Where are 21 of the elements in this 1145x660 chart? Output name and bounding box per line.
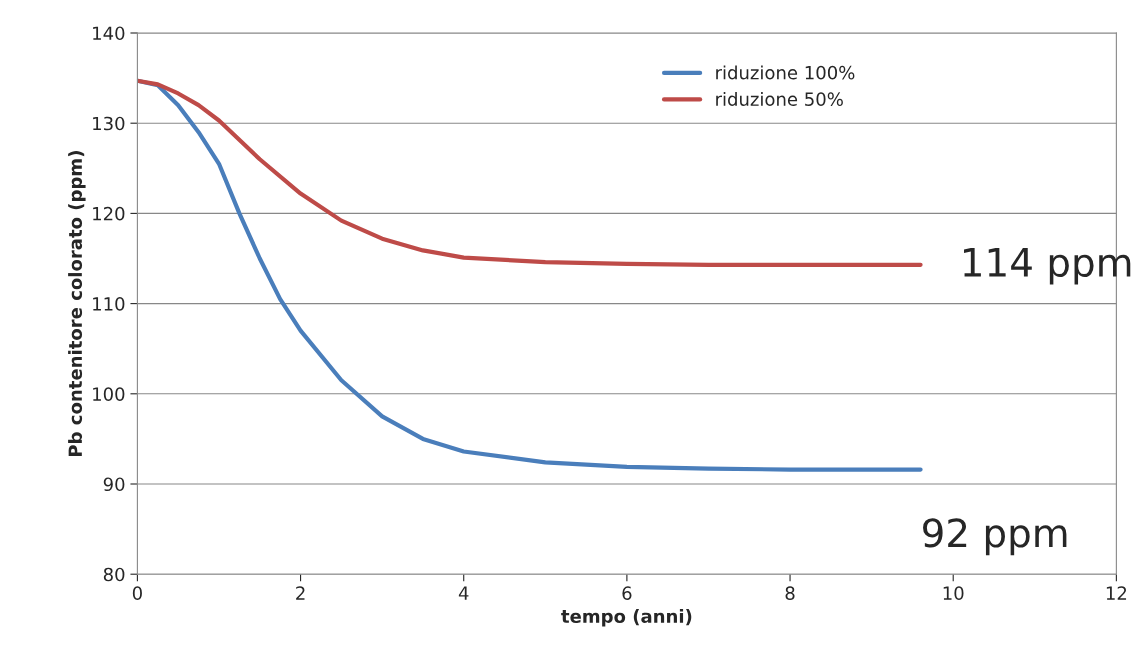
x-tick-label: 6 bbox=[622, 586, 632, 600]
legend-label: riduzione 100% bbox=[716, 65, 855, 80]
y-tick-label: 110 bbox=[93, 297, 125, 311]
y-tick-label: 80 bbox=[103, 567, 125, 582]
y-tick-label: 100 bbox=[93, 387, 125, 401]
annotation: 92 ppm bbox=[923, 518, 1067, 556]
x-tick-label: 0 bbox=[132, 586, 142, 600]
y-tick-label: 90 bbox=[103, 477, 125, 492]
y-tick-label: 120 bbox=[93, 206, 125, 221]
x-axis-title: tempo (anni) bbox=[561, 609, 692, 627]
x-tick-label: 2 bbox=[296, 586, 305, 600]
line-series bbox=[137, 78, 923, 267]
x-tick-label: 8 bbox=[785, 586, 795, 600]
x-tick-label: 10 bbox=[943, 586, 964, 600]
x-tick-label: 4 bbox=[458, 586, 469, 600]
y-tick-label: 130 bbox=[93, 116, 125, 131]
legend-label: riduzione 50% bbox=[716, 91, 843, 106]
x-tick-label: 12 bbox=[1106, 586, 1127, 600]
annotation: 114 ppm bbox=[964, 248, 1131, 285]
y-axis-title: Pb contenitore colorato (ppm) bbox=[68, 151, 86, 456]
y-tick-label: 140 bbox=[93, 26, 125, 41]
